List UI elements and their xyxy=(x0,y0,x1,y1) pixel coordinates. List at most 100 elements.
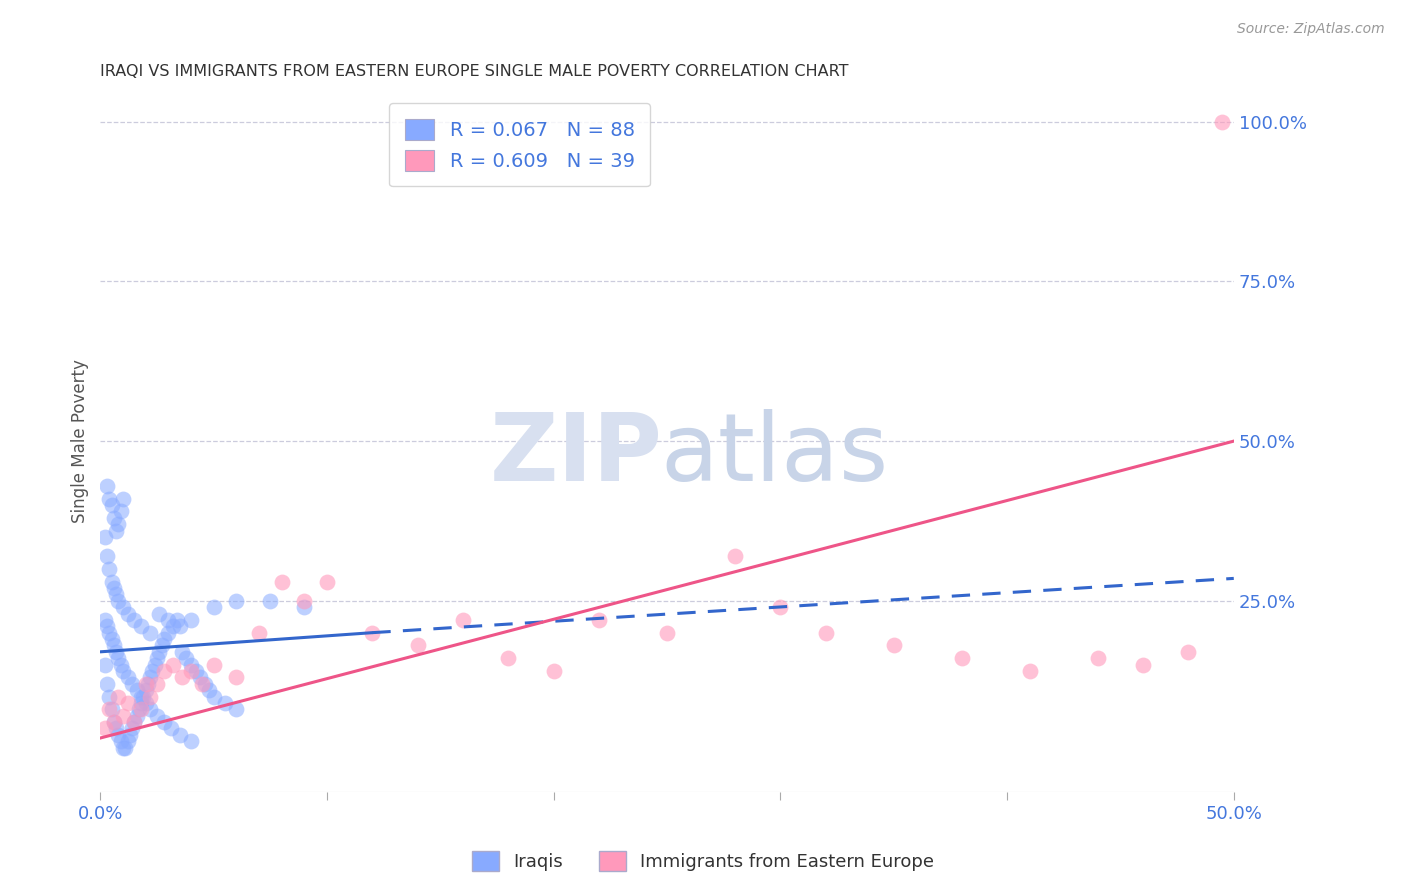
Point xyxy=(157,625,180,640)
Point xyxy=(159,722,181,736)
Point xyxy=(100,498,122,512)
Point xyxy=(162,619,184,633)
Point xyxy=(121,722,143,736)
Point xyxy=(128,702,150,716)
Point xyxy=(105,524,128,538)
Point xyxy=(139,670,162,684)
Point xyxy=(498,651,520,665)
Point xyxy=(1018,664,1040,678)
Point xyxy=(1177,645,1199,659)
Point xyxy=(135,677,157,691)
Point xyxy=(98,562,121,576)
Legend: Iraqis, Immigrants from Eastern Europe: Iraqis, Immigrants from Eastern Europe xyxy=(464,844,942,879)
Point xyxy=(146,708,169,723)
Point xyxy=(139,625,162,640)
Point xyxy=(110,657,132,672)
Point xyxy=(107,690,129,704)
Point xyxy=(117,670,139,684)
Point xyxy=(110,504,132,518)
Point xyxy=(1087,651,1109,665)
Point xyxy=(225,702,247,716)
Point xyxy=(150,639,173,653)
Point xyxy=(98,625,121,640)
Point xyxy=(361,625,384,640)
Point xyxy=(148,607,170,621)
Point xyxy=(110,734,132,748)
Point xyxy=(114,740,136,755)
Point xyxy=(655,625,678,640)
Point xyxy=(950,651,973,665)
Point xyxy=(96,549,118,563)
Point xyxy=(141,664,163,678)
Point xyxy=(125,708,148,723)
Point xyxy=(769,600,792,615)
Text: Source: ZipAtlas.com: Source: ZipAtlas.com xyxy=(1237,22,1385,37)
Point xyxy=(543,664,565,678)
Y-axis label: Single Male Poverty: Single Male Poverty xyxy=(72,359,89,523)
Point xyxy=(814,625,837,640)
Point xyxy=(94,657,117,672)
Point xyxy=(451,613,474,627)
Point xyxy=(129,702,152,716)
Point xyxy=(103,714,125,729)
Point xyxy=(129,690,152,704)
Point xyxy=(191,677,214,691)
Point xyxy=(121,677,143,691)
Point xyxy=(117,734,139,748)
Point xyxy=(111,708,134,723)
Point xyxy=(1132,657,1154,672)
Point xyxy=(111,664,134,678)
Point xyxy=(103,510,125,524)
Point xyxy=(94,613,117,627)
Point xyxy=(170,670,193,684)
Point xyxy=(146,677,169,691)
Point xyxy=(225,670,247,684)
Point xyxy=(135,696,157,710)
Point xyxy=(124,714,146,729)
Point xyxy=(180,613,202,627)
Point xyxy=(406,639,429,653)
Point xyxy=(98,491,121,506)
Point xyxy=(111,491,134,506)
Point xyxy=(194,677,217,691)
Point xyxy=(111,600,134,615)
Point xyxy=(103,639,125,653)
Point xyxy=(118,728,141,742)
Point xyxy=(166,613,188,627)
Point xyxy=(105,645,128,659)
Point xyxy=(198,683,221,698)
Point xyxy=(157,613,180,627)
Point xyxy=(103,581,125,595)
Point xyxy=(170,645,193,659)
Point xyxy=(146,651,169,665)
Text: ZIP: ZIP xyxy=(489,409,662,501)
Point xyxy=(202,690,225,704)
Point xyxy=(124,613,146,627)
Point xyxy=(588,613,610,627)
Text: atlas: atlas xyxy=(661,409,889,501)
Point xyxy=(724,549,747,563)
Point xyxy=(176,651,198,665)
Point xyxy=(135,683,157,698)
Point xyxy=(162,657,184,672)
Point xyxy=(153,714,176,729)
Point xyxy=(98,702,121,716)
Point xyxy=(202,600,225,615)
Point xyxy=(139,690,162,704)
Point xyxy=(129,696,152,710)
Point xyxy=(188,670,211,684)
Point xyxy=(883,639,905,653)
Point xyxy=(107,517,129,532)
Point xyxy=(180,734,202,748)
Point xyxy=(202,657,225,672)
Point xyxy=(292,593,315,607)
Point xyxy=(136,677,159,691)
Point xyxy=(292,600,315,615)
Point xyxy=(124,714,146,729)
Point xyxy=(100,632,122,646)
Text: IRAQI VS IMMIGRANTS FROM EASTERN EUROPE SINGLE MALE POVERTY CORRELATION CHART: IRAQI VS IMMIGRANTS FROM EASTERN EUROPE … xyxy=(100,64,849,79)
Point xyxy=(180,657,202,672)
Point xyxy=(153,664,176,678)
Point xyxy=(107,728,129,742)
Point xyxy=(143,657,166,672)
